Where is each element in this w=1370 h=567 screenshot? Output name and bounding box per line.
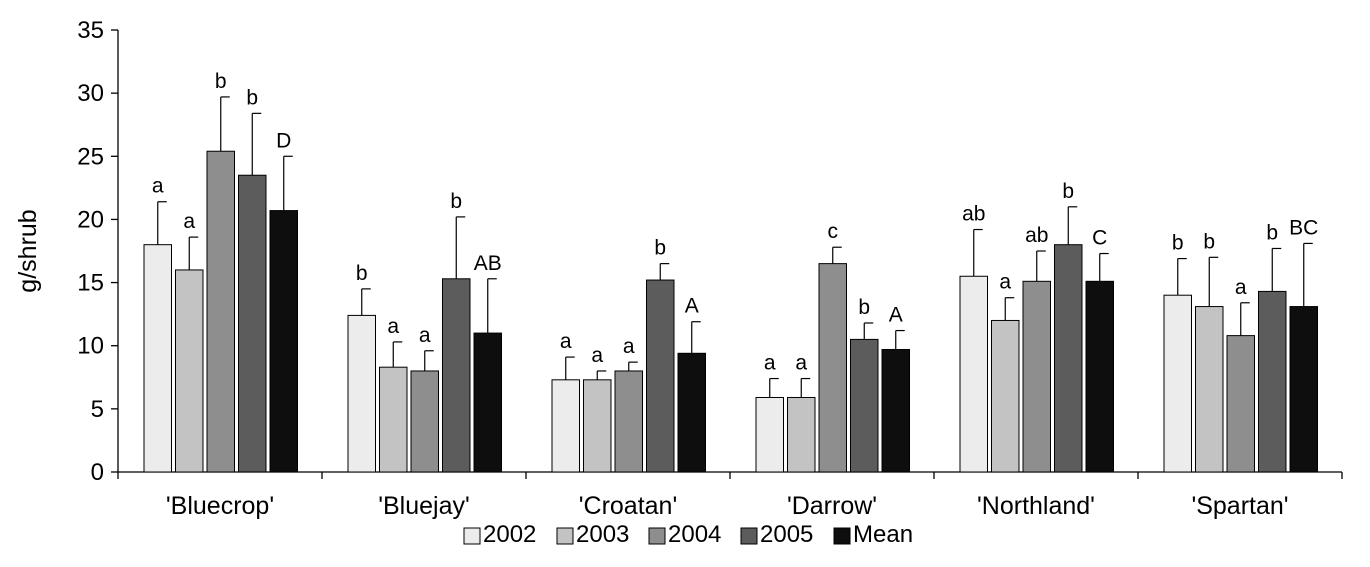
bar: [818, 263, 847, 473]
x-category-label: 'Darrow': [787, 492, 877, 520]
legend-swatch: [833, 527, 851, 545]
legend-swatch: [556, 527, 574, 545]
significance-letter: b: [356, 262, 368, 285]
x-category-label: 'Spartan': [1191, 492, 1288, 520]
bar: [143, 244, 172, 473]
significance-letter: a: [419, 324, 431, 347]
y-tick-label: 30: [77, 80, 104, 107]
legend-swatch: [740, 527, 758, 545]
bar: [473, 332, 502, 473]
significance-letter: ab: [1025, 224, 1048, 247]
bar: [755, 396, 784, 473]
x-category-label: 'Northland': [977, 492, 1095, 520]
significance-letter: a: [1235, 276, 1247, 299]
significance-letter: a: [560, 330, 572, 353]
bar: [1195, 306, 1224, 473]
y-tick-label: 5: [91, 396, 104, 423]
y-tick-label: 20: [77, 206, 104, 233]
significance-letter: ab: [962, 203, 985, 226]
plot-area: 0 5 10 15 20 25 30 35 'Bluecrop' 'Bluejay' 'Croata…: [77, 17, 1343, 520]
y-axis-title: g/shrub: [14, 209, 42, 292]
significance-letter: b: [450, 190, 462, 213]
bar: [379, 366, 408, 473]
significance-letter: a: [795, 352, 807, 375]
bar: [614, 370, 643, 473]
x-category-label: 'Bluejay': [378, 492, 470, 520]
significance-letter: a: [152, 175, 164, 198]
significance-letter: b: [1172, 232, 1184, 255]
bar: [175, 269, 204, 473]
y-tick-label: 10: [77, 333, 104, 360]
significance-letter: D: [276, 129, 291, 152]
bar: [1289, 306, 1318, 473]
legend-label: 2005: [760, 521, 813, 548]
y-tick-label: 15: [77, 270, 104, 297]
significance-letter: b: [246, 86, 258, 109]
bar: [881, 349, 910, 473]
bar: [1054, 244, 1083, 473]
bar: [646, 279, 675, 473]
bar: [551, 379, 580, 473]
significance-letter: AB: [474, 252, 502, 275]
significance-letter: b: [654, 237, 666, 260]
legend-label: Mean: [853, 521, 913, 548]
x-category-label: 'Bluecrop': [166, 492, 274, 520]
significance-letter: a: [591, 344, 603, 367]
significance-letter: a: [623, 335, 635, 358]
y-tick-label: 25: [77, 143, 104, 170]
significance-letter: A: [685, 295, 699, 318]
bar: [959, 275, 988, 473]
significance-letter: a: [387, 315, 399, 338]
bar: [410, 370, 439, 473]
bar: [677, 352, 706, 473]
x-category-label: 'Croatan': [579, 492, 678, 520]
significance-letter: a: [764, 352, 776, 375]
bar: [238, 174, 267, 473]
significance-letter: C: [1092, 227, 1107, 250]
bar: [1022, 280, 1051, 473]
legend-label: 2002: [483, 521, 536, 548]
significance-letter: b: [1062, 180, 1074, 203]
significance-letter: BC: [1289, 216, 1318, 239]
legend-swatch: [648, 527, 666, 545]
bar: [1163, 294, 1192, 473]
significance-letter: b: [858, 296, 870, 319]
y-tick-label: 35: [77, 17, 104, 44]
legend-swatch: [463, 527, 481, 545]
significance-letter: b: [1266, 221, 1278, 244]
significance-letter: b: [1203, 230, 1215, 253]
bar: [206, 150, 235, 473]
bar: [991, 319, 1020, 473]
bar: [1226, 335, 1255, 473]
bar: [1258, 290, 1287, 473]
significance-letter: c: [828, 220, 839, 243]
bar: [1085, 280, 1114, 473]
significance-letter: A: [889, 304, 903, 327]
significance-letter: a: [183, 210, 195, 233]
bar: [850, 338, 879, 473]
significance-letter: a: [999, 271, 1011, 294]
bar: [787, 396, 816, 473]
bar: [269, 210, 298, 473]
legend-label: 2004: [668, 521, 721, 548]
bar: [583, 379, 612, 473]
bar: [442, 278, 471, 473]
significance-letter: b: [215, 70, 227, 93]
legend: 2002 2003 2004 2005 Mean: [463, 521, 913, 548]
legend-label: 2003: [576, 521, 629, 548]
bar: [347, 314, 376, 473]
y-tick-label: 0: [91, 459, 104, 486]
